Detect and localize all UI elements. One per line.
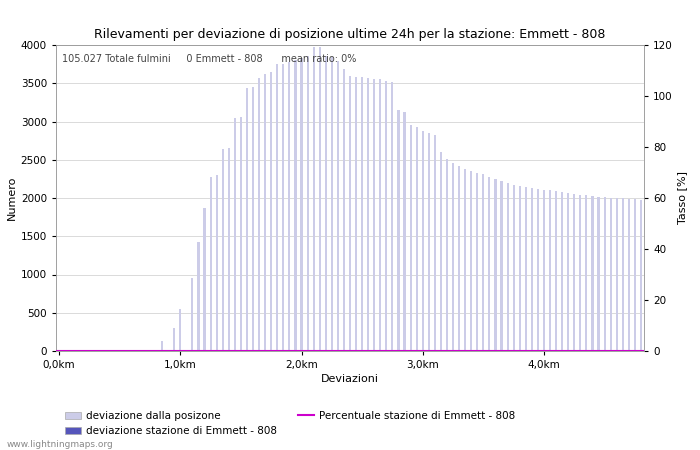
- Bar: [531, 188, 533, 351]
- Bar: [537, 189, 539, 351]
- Bar: [507, 183, 509, 351]
- Bar: [361, 77, 363, 351]
- Bar: [476, 173, 478, 351]
- Bar: [403, 112, 405, 351]
- Bar: [216, 175, 218, 351]
- Bar: [519, 186, 521, 351]
- Bar: [246, 88, 248, 351]
- Bar: [295, 60, 297, 351]
- Bar: [640, 199, 642, 351]
- Bar: [355, 77, 357, 351]
- Bar: [270, 72, 272, 351]
- Bar: [603, 197, 606, 351]
- Y-axis label: Numero: Numero: [6, 176, 17, 220]
- Bar: [610, 198, 612, 351]
- Bar: [173, 328, 175, 351]
- Bar: [567, 193, 569, 351]
- Bar: [385, 81, 387, 351]
- Bar: [349, 76, 351, 351]
- Bar: [561, 192, 564, 351]
- Bar: [489, 177, 491, 351]
- Bar: [555, 191, 557, 351]
- Bar: [512, 184, 514, 351]
- Bar: [264, 74, 266, 351]
- Bar: [161, 341, 163, 351]
- Bar: [234, 118, 236, 351]
- Bar: [616, 198, 618, 351]
- Bar: [282, 64, 284, 351]
- Bar: [197, 242, 199, 351]
- Bar: [373, 79, 375, 351]
- Bar: [391, 82, 393, 351]
- Legend: deviazione dalla posizone, deviazione stazione di Emmett - 808, Percentuale staz: deviazione dalla posizone, deviazione st…: [61, 407, 519, 440]
- X-axis label: Deviazioni: Deviazioni: [321, 374, 379, 384]
- Bar: [288, 62, 290, 351]
- Bar: [410, 125, 412, 351]
- Bar: [464, 169, 466, 351]
- Text: www.lightningmaps.org: www.lightningmaps.org: [7, 440, 113, 449]
- Bar: [543, 189, 545, 351]
- Bar: [634, 199, 636, 351]
- Bar: [209, 177, 211, 351]
- Bar: [222, 149, 224, 351]
- Bar: [416, 127, 418, 351]
- Bar: [367, 78, 369, 351]
- Bar: [318, 47, 321, 351]
- Bar: [252, 87, 254, 351]
- Bar: [240, 117, 242, 351]
- Bar: [452, 163, 454, 351]
- Bar: [585, 195, 587, 351]
- Bar: [331, 57, 333, 351]
- Bar: [592, 196, 594, 351]
- Bar: [482, 174, 484, 351]
- Bar: [434, 135, 436, 351]
- Title: Rilevamenti per deviazione di posizione ultime 24h per la stazione: Emmett - 808: Rilevamenti per deviazione di posizione …: [94, 28, 606, 41]
- Bar: [179, 309, 181, 351]
- Bar: [525, 187, 527, 351]
- Bar: [598, 197, 600, 351]
- Bar: [343, 69, 345, 351]
- Bar: [446, 159, 448, 351]
- Bar: [325, 57, 327, 351]
- Bar: [573, 194, 575, 351]
- Bar: [313, 47, 315, 351]
- Bar: [458, 166, 460, 351]
- Bar: [379, 79, 382, 351]
- Text: 105.027 Totale fulmini     0 Emmett - 808      mean ratio: 0%: 105.027 Totale fulmini 0 Emmett - 808 me…: [62, 54, 356, 64]
- Bar: [470, 171, 473, 351]
- Bar: [421, 130, 424, 351]
- Bar: [398, 110, 400, 351]
- Bar: [191, 278, 193, 351]
- Bar: [300, 58, 302, 351]
- Bar: [628, 199, 630, 351]
- Bar: [494, 179, 496, 351]
- Bar: [337, 61, 339, 351]
- Bar: [500, 181, 503, 351]
- Bar: [228, 148, 230, 351]
- Bar: [204, 208, 206, 351]
- Bar: [580, 194, 582, 351]
- Bar: [258, 78, 260, 351]
- Bar: [276, 64, 279, 351]
- Bar: [440, 152, 442, 351]
- Bar: [549, 190, 551, 351]
- Bar: [428, 133, 430, 351]
- Bar: [622, 198, 624, 351]
- Y-axis label: Tasso [%]: Tasso [%]: [677, 171, 687, 225]
- Bar: [307, 57, 309, 351]
